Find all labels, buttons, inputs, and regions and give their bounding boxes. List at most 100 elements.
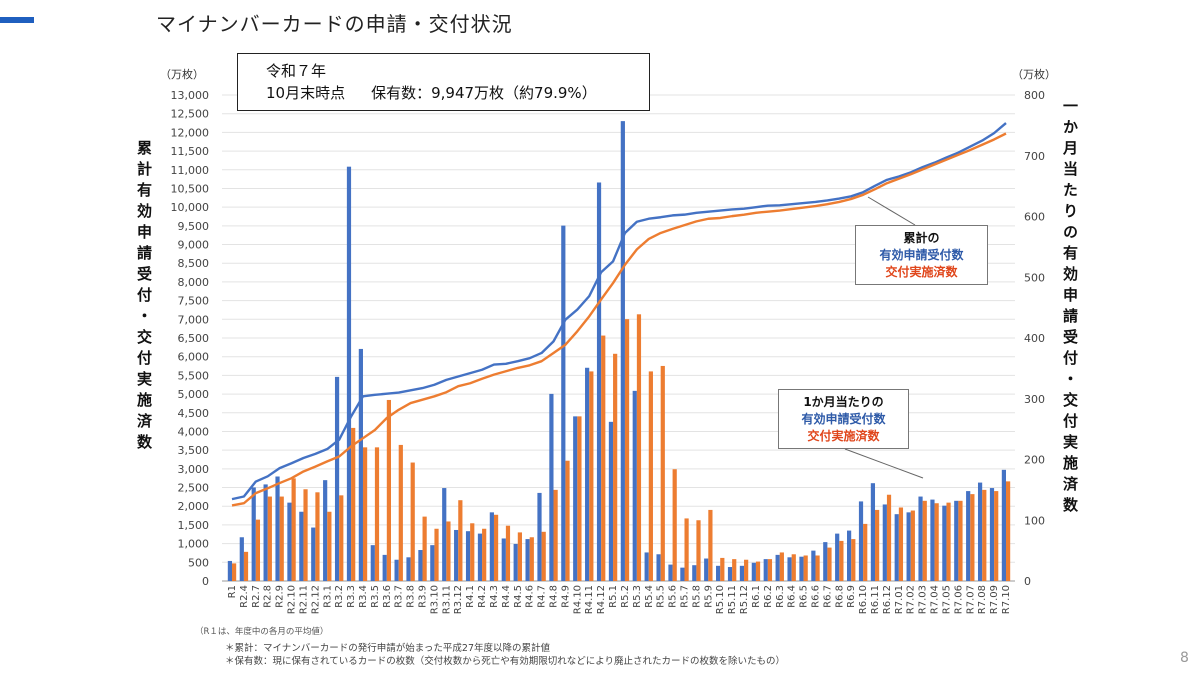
- left-tick-label: 7,500: [178, 295, 210, 308]
- x-tick-label: R5.7: [679, 585, 690, 608]
- x-tick-label: R5.1: [608, 585, 619, 608]
- bar-applications: [251, 487, 256, 581]
- x-tick-label: R3.4: [358, 585, 369, 608]
- bar-applications: [716, 565, 721, 581]
- x-tick-label: R4.5: [513, 585, 524, 608]
- x-tick-label: R4.2: [477, 585, 488, 608]
- left-tick-label: 7,000: [178, 313, 210, 326]
- bar-issued: [946, 502, 951, 581]
- bar-applications: [847, 530, 852, 581]
- bar-issued: [232, 563, 237, 581]
- left-tick-label: 2,500: [178, 482, 210, 495]
- left-axis-title: 累計有効申請受付・交付実施済数: [135, 140, 153, 455]
- x-tick-label: R5.3: [632, 585, 643, 608]
- bar-applications: [1001, 469, 1006, 581]
- x-tick-label: R3.6: [382, 585, 393, 608]
- right-tick-label: 500: [1024, 271, 1045, 284]
- x-tick-label: R6.1: [751, 585, 762, 608]
- bar-applications: [966, 491, 971, 581]
- bar-issued: [696, 520, 701, 581]
- bar-applications: [870, 483, 876, 581]
- left-tick-label: 6,000: [178, 351, 210, 364]
- bar-issued: [898, 507, 904, 581]
- bar-issued: [374, 447, 380, 581]
- bar-applications: [775, 554, 780, 581]
- bar-applications: [680, 567, 685, 581]
- bar-applications: [835, 533, 840, 581]
- x-tick-label: R3.7: [394, 585, 405, 608]
- bar-applications: [442, 488, 447, 581]
- bar-issued: [803, 555, 808, 581]
- x-tick-label: R5.12: [739, 585, 750, 614]
- bar-issued: [362, 447, 368, 581]
- bar-applications: [430, 545, 435, 581]
- accent-bar: [0, 17, 34, 23]
- left-tick-label: 8,000: [178, 276, 210, 289]
- bar-applications: [894, 514, 899, 581]
- bar-applications: [406, 557, 411, 581]
- x-tick-label: R6.7: [822, 585, 833, 608]
- bar-issued: [398, 444, 403, 581]
- bar-issued: [327, 511, 332, 581]
- bar-issued: [255, 519, 261, 581]
- bar-issued: [672, 469, 677, 581]
- r1-note: （R１は、年度中の各月の平均値）: [195, 627, 329, 637]
- x-tick-label: R7.10: [1001, 585, 1012, 614]
- bar-applications: [918, 496, 923, 581]
- x-tick-label: R2.7: [251, 585, 262, 608]
- bar-applications: [346, 166, 352, 581]
- x-tick-label: R2.4: [239, 585, 250, 608]
- bar-issued: [517, 532, 522, 581]
- bar-applications: [942, 505, 947, 581]
- left-tick-label: 4,500: [178, 407, 210, 420]
- bar-applications: [311, 527, 316, 581]
- x-tick-label: R4.7: [537, 585, 548, 608]
- x-tick-label: R4.6: [525, 585, 536, 608]
- bar-applications: [501, 538, 506, 581]
- right-tick-label: 300: [1024, 393, 1045, 406]
- right-tick-label: 400: [1024, 332, 1045, 345]
- bar-issued: [839, 540, 844, 581]
- left-tick-label: 3,000: [178, 463, 210, 476]
- x-tick-label: R3.5: [370, 585, 381, 608]
- bar-applications: [465, 531, 471, 581]
- bar-issued: [684, 518, 689, 581]
- bar-issued: [482, 528, 487, 581]
- left-tick-label: 8,500: [178, 257, 210, 270]
- bar-applications: [489, 512, 494, 581]
- x-tick-label: R6.12: [882, 585, 893, 614]
- line-cumulative-applications: [231, 122, 1007, 501]
- left-tick-label: 5,500: [178, 369, 210, 382]
- bar-issued: [851, 539, 856, 581]
- bar-applications: [989, 488, 995, 581]
- bar-applications: [382, 554, 387, 581]
- callout-blue-label: 有効申請受付数: [879, 248, 964, 262]
- callout-label: 1か月当たりの: [803, 395, 884, 409]
- left-unit-label: （万枚）: [160, 68, 204, 81]
- x-tick-label: R1: [227, 585, 238, 598]
- bar-applications: [573, 416, 578, 581]
- x-tick-label: R6.8: [834, 585, 845, 608]
- note-holding: ＊保有数：現に保有されているカードの枚数（交付枚数から死亡や有効期限切れなどによ…: [225, 656, 786, 667]
- bar-applications: [656, 554, 661, 581]
- bar-issued: [910, 510, 915, 581]
- x-tick-label: R3.10: [429, 585, 440, 614]
- bar-issued: [493, 514, 499, 581]
- bar-applications: [299, 511, 304, 581]
- left-tick-label: 5,000: [178, 388, 210, 401]
- bar-issued: [636, 314, 642, 581]
- x-tick-label: R5.4: [644, 585, 655, 608]
- bar-issued: [577, 416, 582, 581]
- left-tick-label: 1,000: [178, 538, 210, 551]
- bar-issued: [875, 509, 880, 581]
- x-tick-label: R7.04: [930, 585, 941, 614]
- monthly-callout: 1か月当たりの 有効申請受付数 交付実施済数: [778, 389, 909, 449]
- info-date: 10月末時点: [266, 84, 346, 102]
- x-tick-label: R6.2: [763, 585, 774, 608]
- left-tick-label: 12,000: [171, 126, 210, 139]
- right-tick-label: 100: [1024, 514, 1045, 527]
- bar-applications: [608, 421, 614, 581]
- x-tick-label: R3.1: [322, 585, 333, 608]
- bar-applications: [537, 492, 542, 581]
